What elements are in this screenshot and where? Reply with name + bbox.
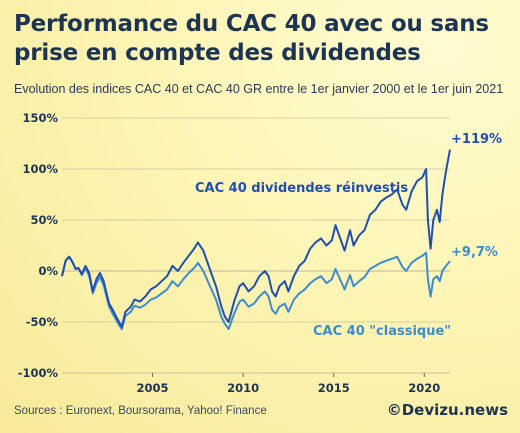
x-tick-label: 2010 — [227, 381, 259, 395]
series-label-gr: CAC 40 dividendes réinvestis — [195, 181, 408, 196]
chart-title: Performance du CAC 40 avec ou sans prise… — [14, 11, 489, 66]
y-tick-label: 0% — [38, 264, 58, 278]
end-value-classic: +9,7% — [451, 245, 498, 260]
chart-subtitle: Evolution des indices CAC 40 et CAC 40 G… — [14, 82, 504, 96]
grid-lines — [62, 117, 450, 374]
y-tick-label: -50% — [26, 315, 59, 329]
end-value-gr: +119% — [451, 132, 502, 147]
x-tick-label: 2015 — [318, 381, 350, 395]
series-label-classic: CAC 40 "classique" — [313, 324, 451, 339]
y-tick-label: 150% — [22, 111, 58, 125]
series-line-gr — [61, 149, 451, 329]
y-tick-label: 50% — [30, 213, 58, 227]
y-tick-label: 100% — [22, 162, 58, 176]
x-tick-label: 2005 — [137, 381, 169, 395]
series-line-classic — [61, 251, 451, 331]
brand-logo: ©Devizu.news — [386, 401, 508, 419]
source-note: Sources : Euronext, Boursorama, Yahoo! F… — [14, 405, 267, 417]
x-axis: 2005 2010 2015 2020 — [137, 373, 440, 395]
y-tick-label: -100% — [18, 366, 59, 380]
y-axis: -100% -50% 0% 50% 100% 150% — [18, 111, 59, 380]
x-tick-label: 2020 — [408, 381, 440, 395]
